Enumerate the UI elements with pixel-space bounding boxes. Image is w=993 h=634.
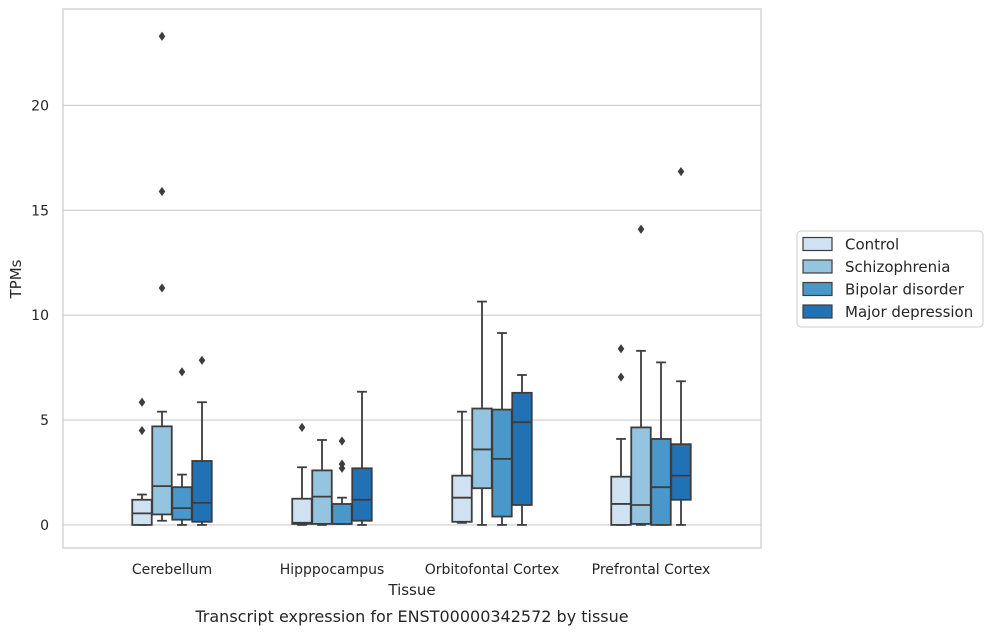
plot-frame	[62, 8, 762, 549]
outlier-point	[617, 372, 625, 382]
box-group	[471, 300, 493, 526]
box	[491, 408, 513, 518]
box	[471, 407, 493, 490]
legend: Control Schizophrenia Bipolar disorder Majo…	[796, 230, 984, 328]
box	[331, 503, 353, 525]
legend-swatch	[802, 281, 833, 297]
outlier-point	[677, 166, 685, 177]
box-group	[311, 439, 333, 526]
outlier-point	[138, 425, 146, 436]
y-tick-label: 15	[31, 203, 49, 219]
box	[610, 475, 632, 526]
outlier-point	[338, 436, 346, 446]
box-group	[630, 224, 652, 526]
y-tick-labels: 0 5 10 15 20	[31, 98, 49, 533]
outlier-point	[158, 283, 166, 293]
outlier-point	[178, 367, 186, 377]
box	[151, 425, 173, 516]
y-tick-label: 0	[40, 518, 49, 534]
legend-swatch	[802, 259, 833, 274]
x-tick-label: Orbitofontal Cortex	[425, 562, 560, 578]
box-group	[491, 332, 513, 526]
y-axis-title: TPMs	[7, 259, 25, 299]
box-group	[331, 436, 353, 525]
y-tick-label: 10	[31, 308, 49, 324]
box	[291, 497, 313, 525]
outlier-point	[138, 397, 146, 407]
x-tick-label: Cerebellum	[132, 562, 212, 578]
box	[171, 486, 193, 521]
box-layer	[131, 31, 692, 526]
outlier-point	[637, 224, 645, 234]
x-tick-label: Hipppocampus	[280, 562, 385, 578]
outlier-point	[617, 344, 625, 354]
box-group	[291, 422, 313, 526]
box	[131, 498, 153, 526]
x-tick-label: Prefrontal Cortex	[592, 562, 711, 578]
box-group	[191, 355, 213, 526]
box	[670, 443, 692, 501]
legend-swatch	[802, 236, 833, 252]
legend-label: Major depression	[845, 303, 973, 321]
box	[650, 438, 672, 526]
outlier-point	[158, 31, 166, 41]
box-group	[610, 344, 632, 526]
box-group	[650, 361, 672, 526]
legend-swatch	[802, 304, 833, 319]
box	[191, 460, 213, 523]
x-tick-labels: Cerebellum Hipppocampus Orbitofontal Corte…	[132, 562, 710, 578]
figure-caption: Transcript expression for ENST0000034257…	[194, 607, 628, 626]
legend-frame	[796, 230, 984, 328]
x-axis-title: Tissue	[387, 581, 435, 599]
legend-label: Schizophrenia	[845, 258, 950, 276]
box-group	[451, 410, 473, 524]
box-group	[670, 166, 692, 526]
y-tick-label: 5	[40, 413, 49, 429]
box	[511, 391, 533, 506]
box	[351, 467, 373, 522]
box-group	[511, 374, 533, 526]
box-group	[151, 31, 173, 522]
y-tick-label: 20	[31, 98, 49, 114]
box	[451, 474, 473, 523]
box	[630, 426, 652, 525]
outlier-point	[198, 355, 206, 365]
box-group	[171, 367, 193, 526]
box-group	[351, 390, 373, 526]
outlier-point	[338, 459, 346, 469]
legend-label: Bipolar disorder	[845, 281, 965, 299]
outlier-point	[158, 186, 166, 197]
box-group	[131, 397, 153, 526]
legend-label: Control	[845, 236, 899, 254]
outlier-point	[298, 422, 306, 433]
